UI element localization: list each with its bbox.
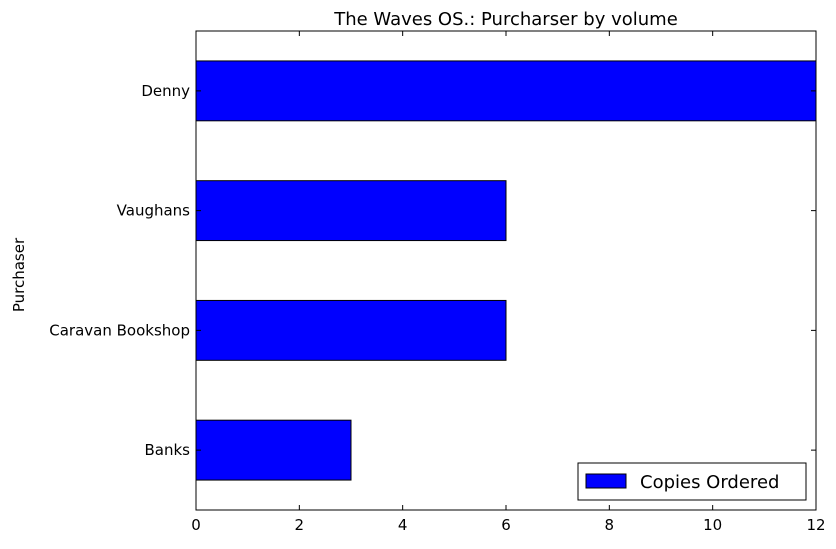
y-tick-label: Caravan Bookshop — [49, 321, 190, 339]
chart-title: The Waves OS.: Purcharser by volume — [333, 9, 678, 30]
x-tick-label: 2 — [295, 516, 305, 534]
bar — [195, 60, 817, 122]
legend-swatch — [585, 473, 627, 489]
x-tick-label: 4 — [398, 516, 408, 534]
plot-area: Banks Caravan Bookshop Vaughans Denny 0 2 4 6 8 1… — [49, 30, 826, 534]
bar — [195, 299, 507, 361]
y-tick-label: Banks — [145, 441, 191, 459]
x-tick-label: 8 — [605, 516, 615, 534]
bar — [195, 180, 507, 242]
x-tick-label: 10 — [703, 516, 722, 534]
x-tick-label: 12 — [806, 516, 825, 534]
x-tick-label: 6 — [501, 516, 511, 534]
y-axis-label: Purchaser — [10, 237, 28, 312]
plot-frame — [195, 30, 817, 511]
y-tick-label: Denny — [141, 82, 190, 100]
bar — [195, 419, 352, 481]
legend-label: Copies Ordered — [640, 472, 779, 493]
y-tick-label: Vaughans — [117, 202, 191, 220]
x-tick-label: 0 — [191, 516, 201, 534]
